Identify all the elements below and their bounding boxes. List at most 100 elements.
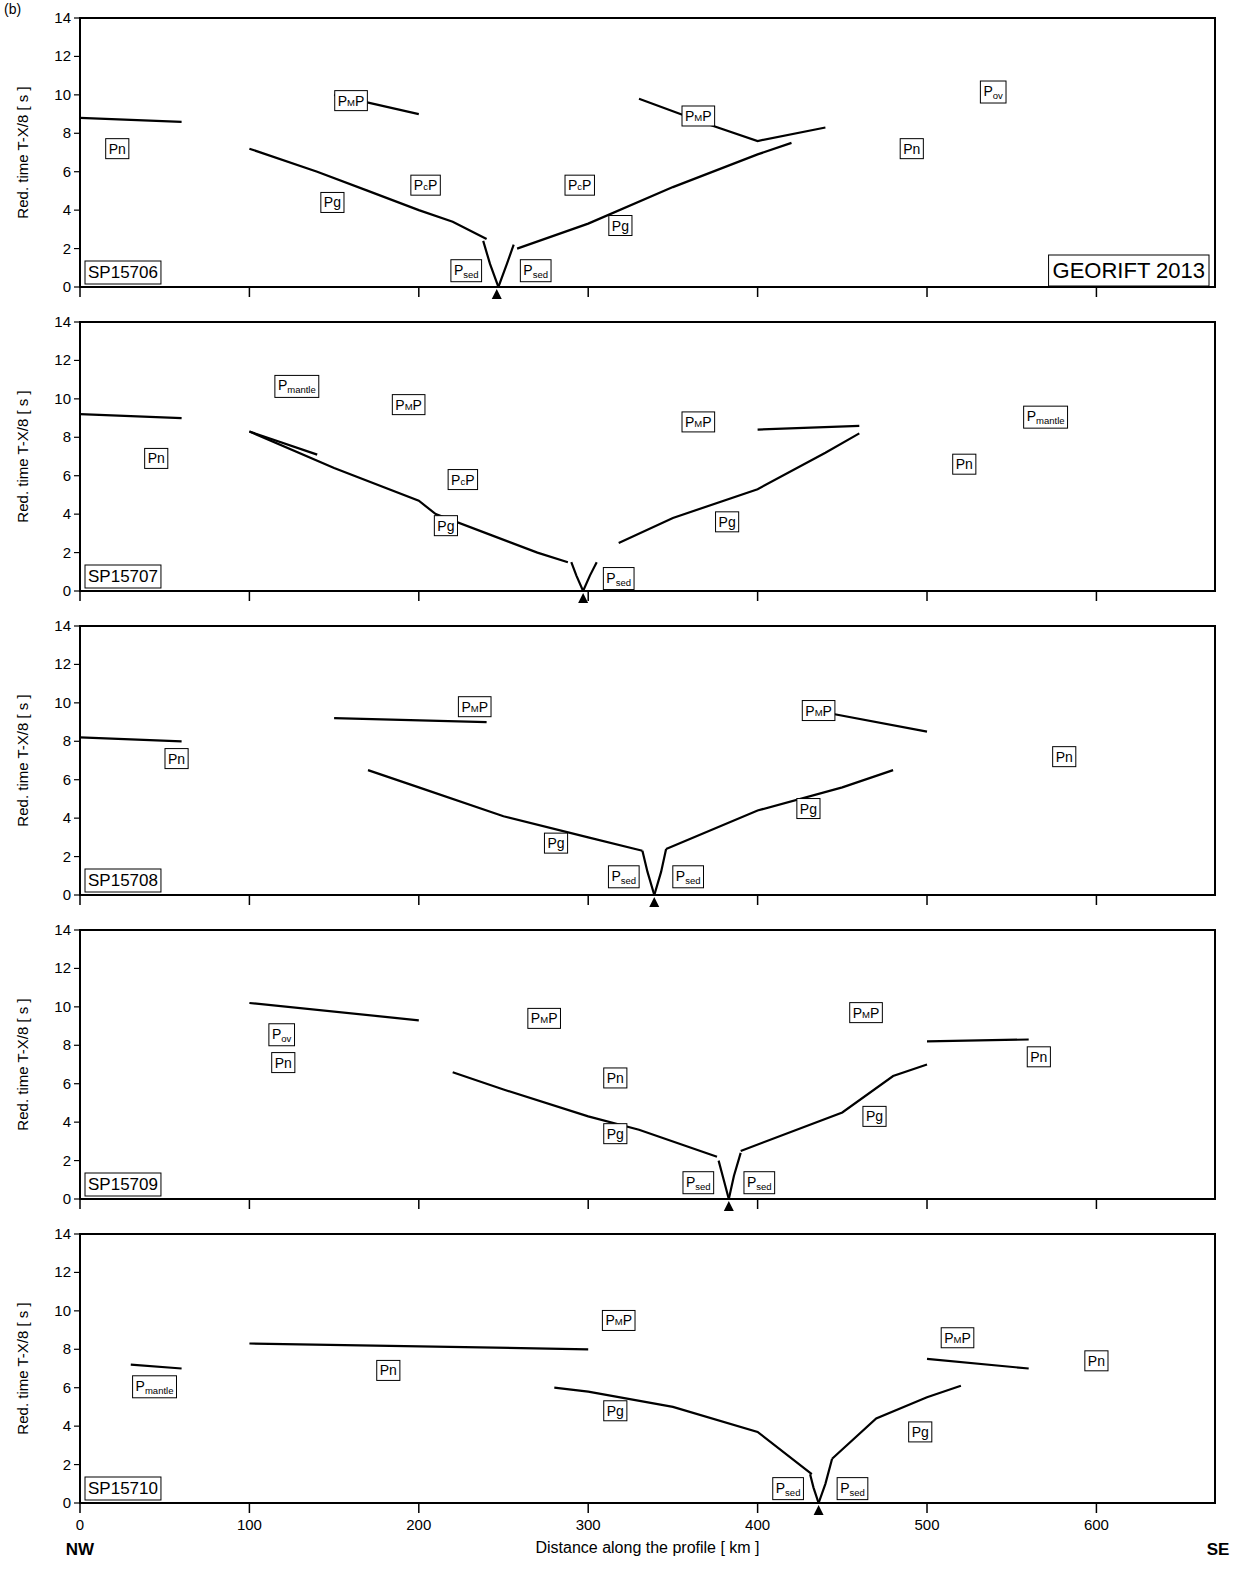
annotation: Psed [451,260,482,282]
phase-label: Pg [912,1424,929,1440]
y-tick-label: 10 [54,86,71,103]
label-box [451,260,482,282]
phase-main: P [702,414,711,430]
shot-point [649,897,659,907]
phase-sub: M [540,1014,548,1025]
x-tick [757,287,759,297]
phase-main: P [912,1424,921,1440]
phase-label: Pn [903,141,920,157]
x-tick [79,1503,81,1513]
phase-label: Psed [523,262,548,280]
panel: 02468101214Red. time T-X/8 [ s ]PMPPnPgP… [14,617,1215,907]
phase-label: PMP [685,414,712,430]
phase-label: PMP [338,93,365,109]
y-tick-label: 0 [63,1190,71,1207]
phase-label: Pn [607,1070,624,1086]
plot-frame [80,18,1215,287]
label-box [321,192,344,212]
curves [249,1003,1028,1199]
annotation: Psed [603,568,634,590]
phase-sub: M [347,97,355,108]
annotation: Pn [165,749,188,769]
y-tick-label: 6 [63,771,71,788]
phase-label: Pg [607,1126,624,1142]
phase-sub: mantle [287,384,316,395]
label-box [744,1172,775,1194]
annotation: Pg [716,512,739,532]
travel-time-curve [131,1365,182,1369]
x-tick [757,1503,759,1513]
label-box [133,1376,177,1398]
phase-main: P [870,1005,879,1021]
annotation: Pg [544,833,567,853]
phase-label: Pmantle [136,1378,174,1396]
travel-time-curve [819,1459,833,1503]
panel-title: SP15710 [85,1477,161,1500]
x-tick [418,591,420,601]
label-box [1049,255,1209,286]
phase-main: n [616,1070,624,1086]
phase-main: P [275,1055,284,1071]
phase-sub: M [405,401,413,412]
travel-time-curve [249,432,317,455]
label-box [603,568,634,590]
label-box [1027,1047,1050,1067]
y-tick-label: 6 [63,163,71,180]
phase-main: P [956,456,965,472]
annotation: Pmantle [133,1376,177,1398]
plot-frame [80,322,1215,591]
y-tick-label: 2 [63,544,71,561]
x-tick [418,895,420,905]
curves [80,414,859,591]
panel-title: SP15706 [85,261,161,284]
phase-sub: M [694,112,702,123]
phase-main: P [607,1403,616,1419]
x-tick [1096,1199,1098,1209]
label-box [145,448,168,468]
shot-point [724,1201,734,1211]
phase-main: P [1056,749,1065,765]
phase-sub: sed [463,269,478,280]
direction-label: NW [66,1540,95,1559]
phase-main: P [355,93,364,109]
phase-sub: sed [685,875,700,886]
phase-main: g [728,514,736,530]
x-tick [249,1503,251,1513]
annotation: Psed [744,1172,775,1194]
travel-time-curve [483,241,498,287]
label-box [165,749,188,769]
phase-label: Psed [676,868,701,886]
y-tick-label: 4 [63,1113,71,1130]
y-tick-label: 6 [63,467,71,484]
phase-main: P [272,1026,281,1042]
travel-time-curve [810,1474,819,1503]
annotation: PMP [458,697,491,717]
phase-label: PcP [568,177,591,193]
y-tick-label: 8 [63,1340,71,1357]
travel-time-curve [619,433,860,543]
y-tick-label: 4 [63,1417,71,1434]
label-box [953,454,976,474]
label-box [275,375,319,397]
y-tick-label: 0 [63,278,71,295]
y-tick-label: 10 [54,1302,71,1319]
x-tick [249,895,251,905]
y-tick-label: 4 [63,809,71,826]
phase-label: Pn [109,141,126,157]
annotation: PcP [448,470,477,490]
phase-label: Psed [606,570,631,588]
label-box [673,866,704,888]
y-tick-label: 12 [54,1263,71,1280]
y-tick-label: 10 [54,694,71,711]
x-tick [757,591,759,601]
x-tick [757,895,759,905]
y-axis-title: Red. time T-X/8 [ s ] [14,390,31,522]
phase-main: P [414,177,423,193]
annotation: Pg [609,216,632,236]
phase-label: Pg [437,518,454,534]
phase-label: Pn [1030,1049,1047,1065]
phase-main: P [866,1108,875,1124]
annotation: Pn [1053,747,1076,767]
travel-time-curve [654,849,666,895]
label-box [85,565,161,588]
